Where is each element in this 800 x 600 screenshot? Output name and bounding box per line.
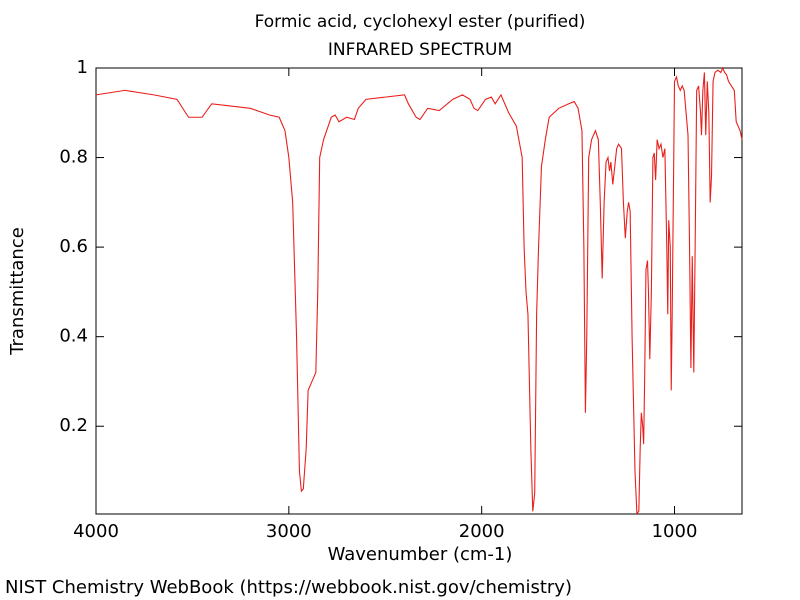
y-tick-label: 0.2 — [59, 415, 88, 436]
x-tick-label: 1000 — [652, 521, 698, 542]
chart-subtitle: INFRARED SPECTRUM — [328, 40, 512, 60]
x-tick-label: 3000 — [266, 521, 312, 542]
chart-title: Formic acid, cyclohexyl ester (purified) — [255, 12, 586, 32]
y-tick-label: 0.8 — [59, 147, 88, 168]
x-tick-label: 2000 — [459, 521, 505, 542]
y-tick-label: 0.4 — [59, 326, 88, 347]
plot-frame — [95, 67, 743, 515]
spectrum-line — [95, 66, 743, 515]
x-tick-label: 4000 — [73, 521, 119, 542]
y-tick-label: 1 — [77, 57, 88, 78]
x-axis-label: Wavenumber (cm-1) — [328, 544, 513, 565]
y-axis-label: Transmittance — [7, 227, 28, 356]
y-tick-label: 0.6 — [59, 236, 88, 257]
source-note: NIST Chemistry WebBook (https://webbook.… — [5, 577, 572, 598]
